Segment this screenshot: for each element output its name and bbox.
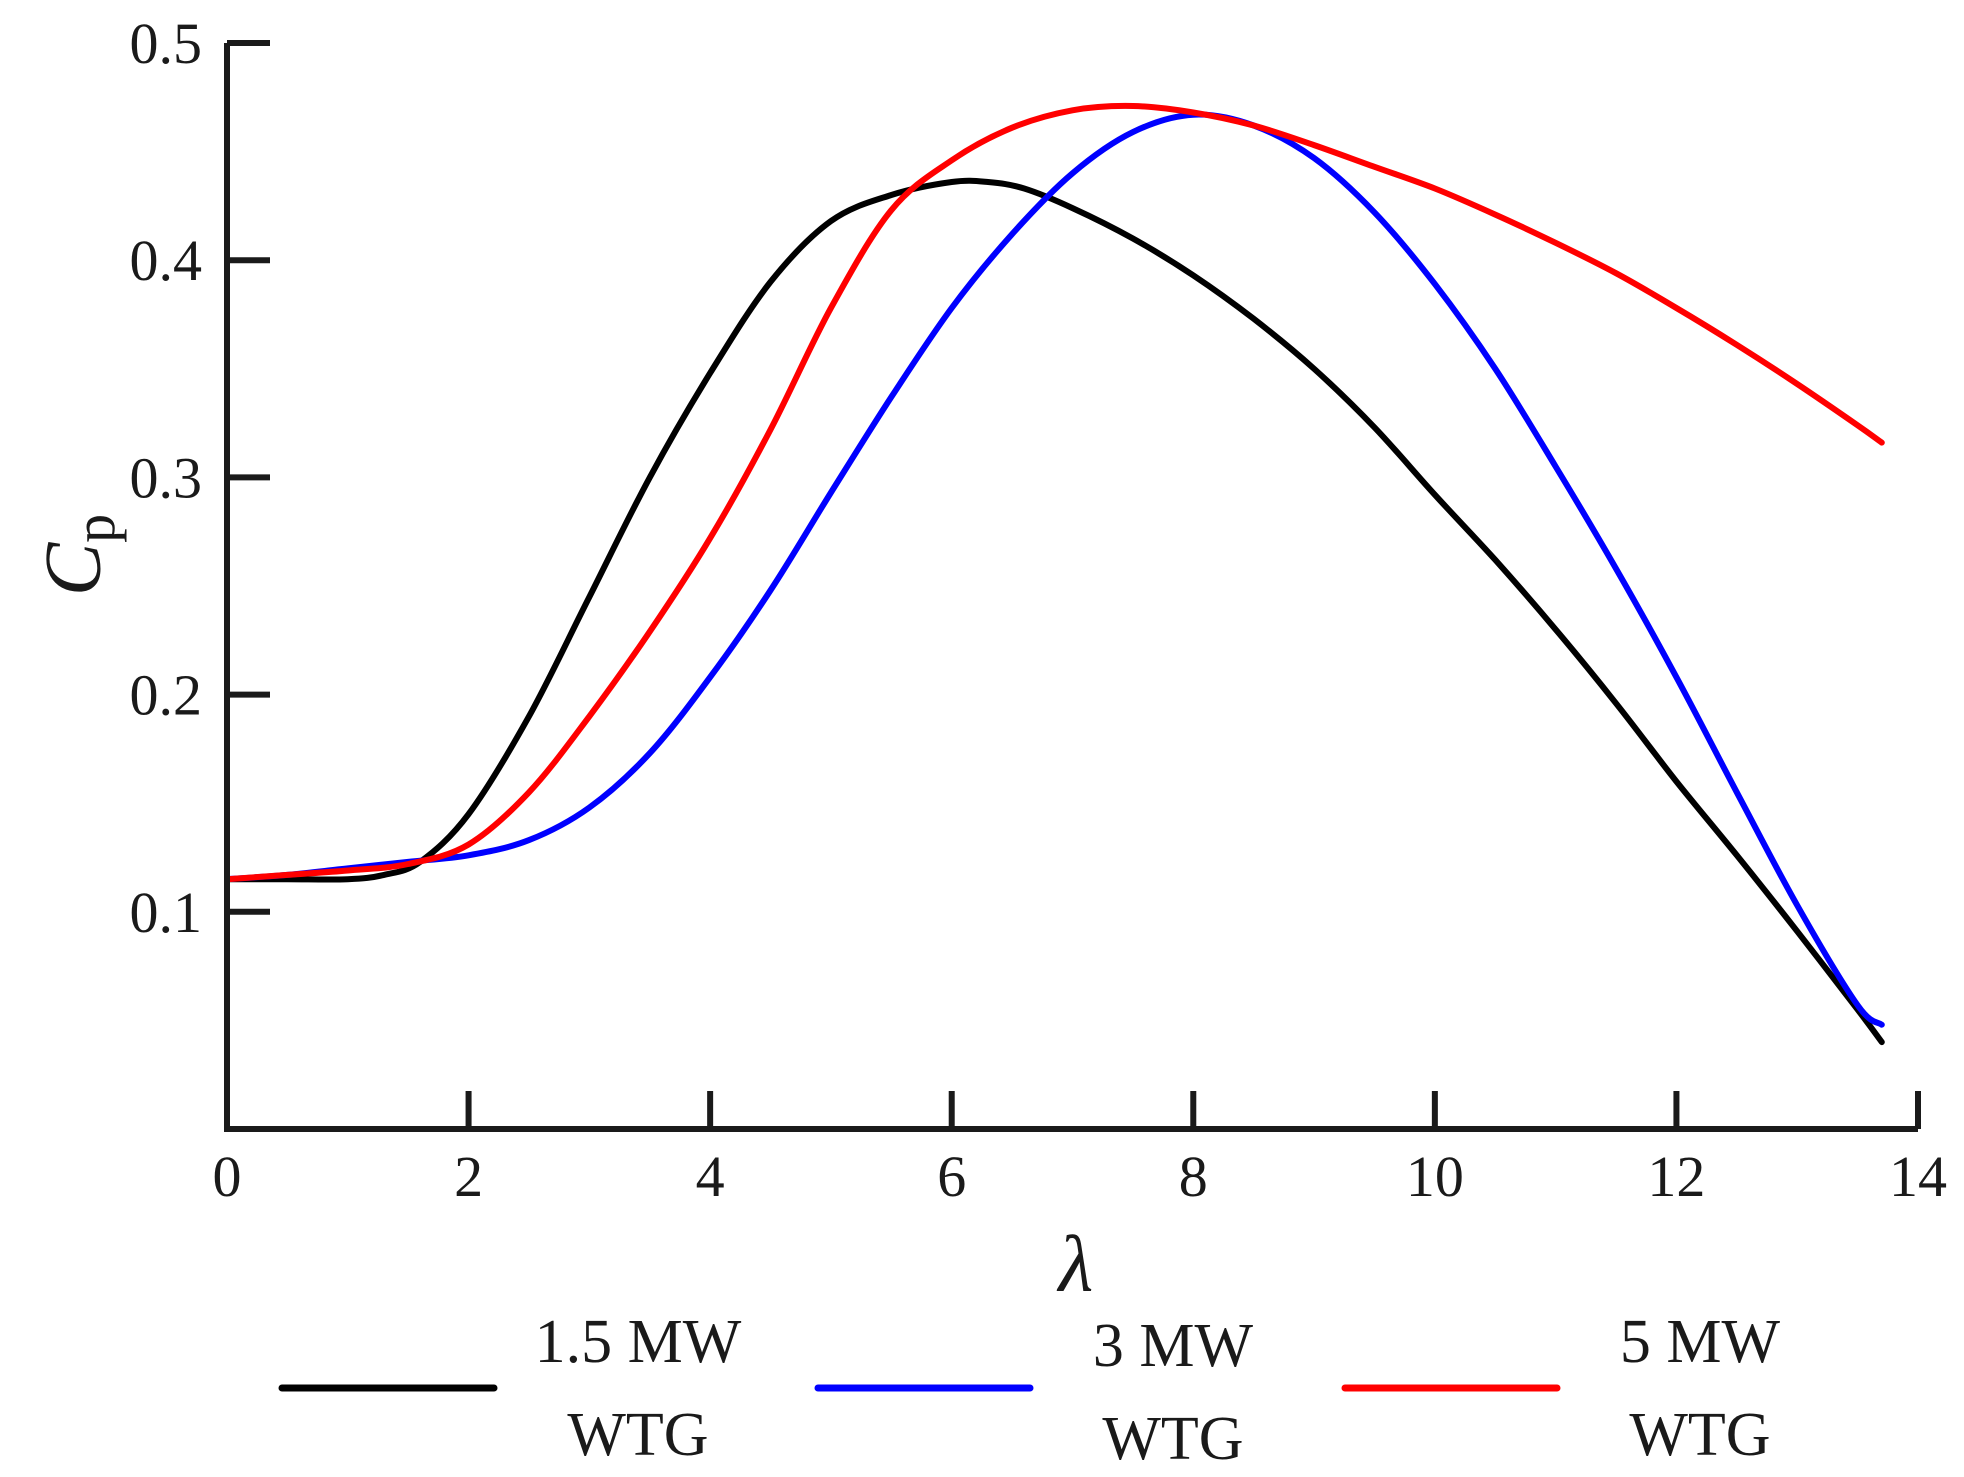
y-ticks: 0.1 0.2 0.3 0.4 0.5 (130, 11, 270, 945)
legend-label-line1: 5 MW (1620, 1308, 1781, 1376)
y-tick-label: 0.5 (130, 11, 203, 76)
x-tick-label: 4 (696, 1144, 725, 1209)
y-axis-title-main: C (30, 541, 118, 596)
series-line-1-5mw (224, 177, 1885, 1046)
plot-lines (224, 102, 1885, 1046)
axes (224, 43, 1918, 1132)
x-tick-label: 6 (937, 1144, 966, 1209)
y-tick-label: 0.3 (130, 445, 203, 510)
y-tick-label: 0.4 (130, 228, 203, 293)
x-tick-label: 10 (1406, 1144, 1464, 1209)
x-tick-label: 8 (1179, 1144, 1208, 1209)
series-line-5mw (224, 102, 1885, 883)
x-tick-label: 12 (1647, 1144, 1705, 1209)
legend-label-line1: 1.5 MW (535, 1308, 742, 1376)
y-axis-title: Cp (30, 514, 127, 596)
y-tick-label: 0.1 (130, 880, 203, 945)
legend-label-line2: WTG (567, 1401, 708, 1469)
series-line-3mw (224, 111, 1885, 1028)
x-tick-label: 0 (213, 1144, 242, 1209)
x-tick-label: 2 (454, 1144, 483, 1209)
x-tick-label: 14 (1889, 1144, 1947, 1209)
legend: 1.5 MW WTG 3 MW WTG 5 MW WTG (278, 1308, 1781, 1473)
legend-label-line1: 3 MW (1093, 1312, 1254, 1380)
x-axis-title: λ (1057, 1221, 1094, 1309)
x-ticks: 0 2 4 6 8 10 12 14 (213, 1091, 1947, 1209)
y-axis-title-sub: p (62, 514, 127, 543)
legend-label-line2: WTG (1629, 1401, 1770, 1469)
y-tick-label: 0.2 (130, 663, 203, 728)
legend-label-line2: WTG (1102, 1405, 1243, 1473)
